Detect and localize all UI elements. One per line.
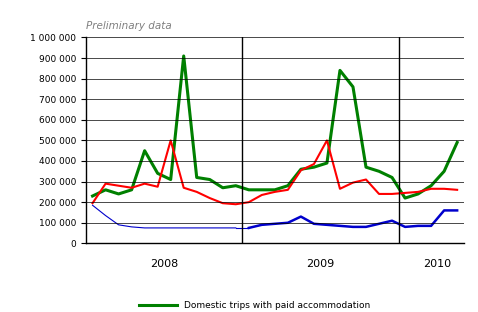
Text: 2009: 2009	[306, 259, 335, 269]
Text: Domestic trips with paid accommodation: Domestic trips with paid accommodation	[184, 301, 370, 310]
Text: 2008: 2008	[150, 259, 178, 269]
Text: Preliminary data: Preliminary data	[86, 21, 172, 31]
Text: 2010: 2010	[424, 259, 452, 269]
